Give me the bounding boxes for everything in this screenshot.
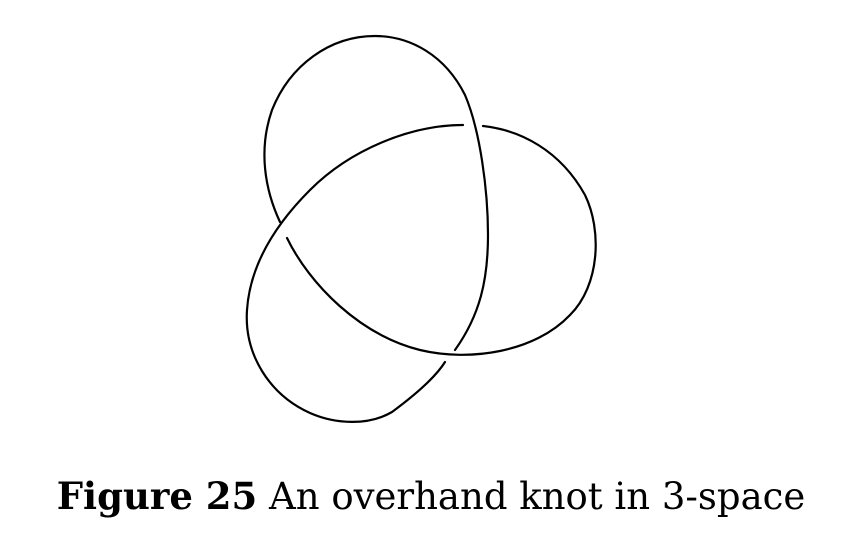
figure-caption: Figure 25 An overhand knot in 3-space <box>0 474 862 519</box>
knot-strand-cross-arc <box>245 123 465 423</box>
figure-label: Figure 25 <box>56 474 258 518</box>
knot-strand-upper-lobe <box>263 34 490 352</box>
figure-caption-text: An overhand knot in 3-space <box>269 475 806 518</box>
overhand-knot-diagram <box>245 34 597 423</box>
knot-strand-lower-arc <box>285 124 597 356</box>
